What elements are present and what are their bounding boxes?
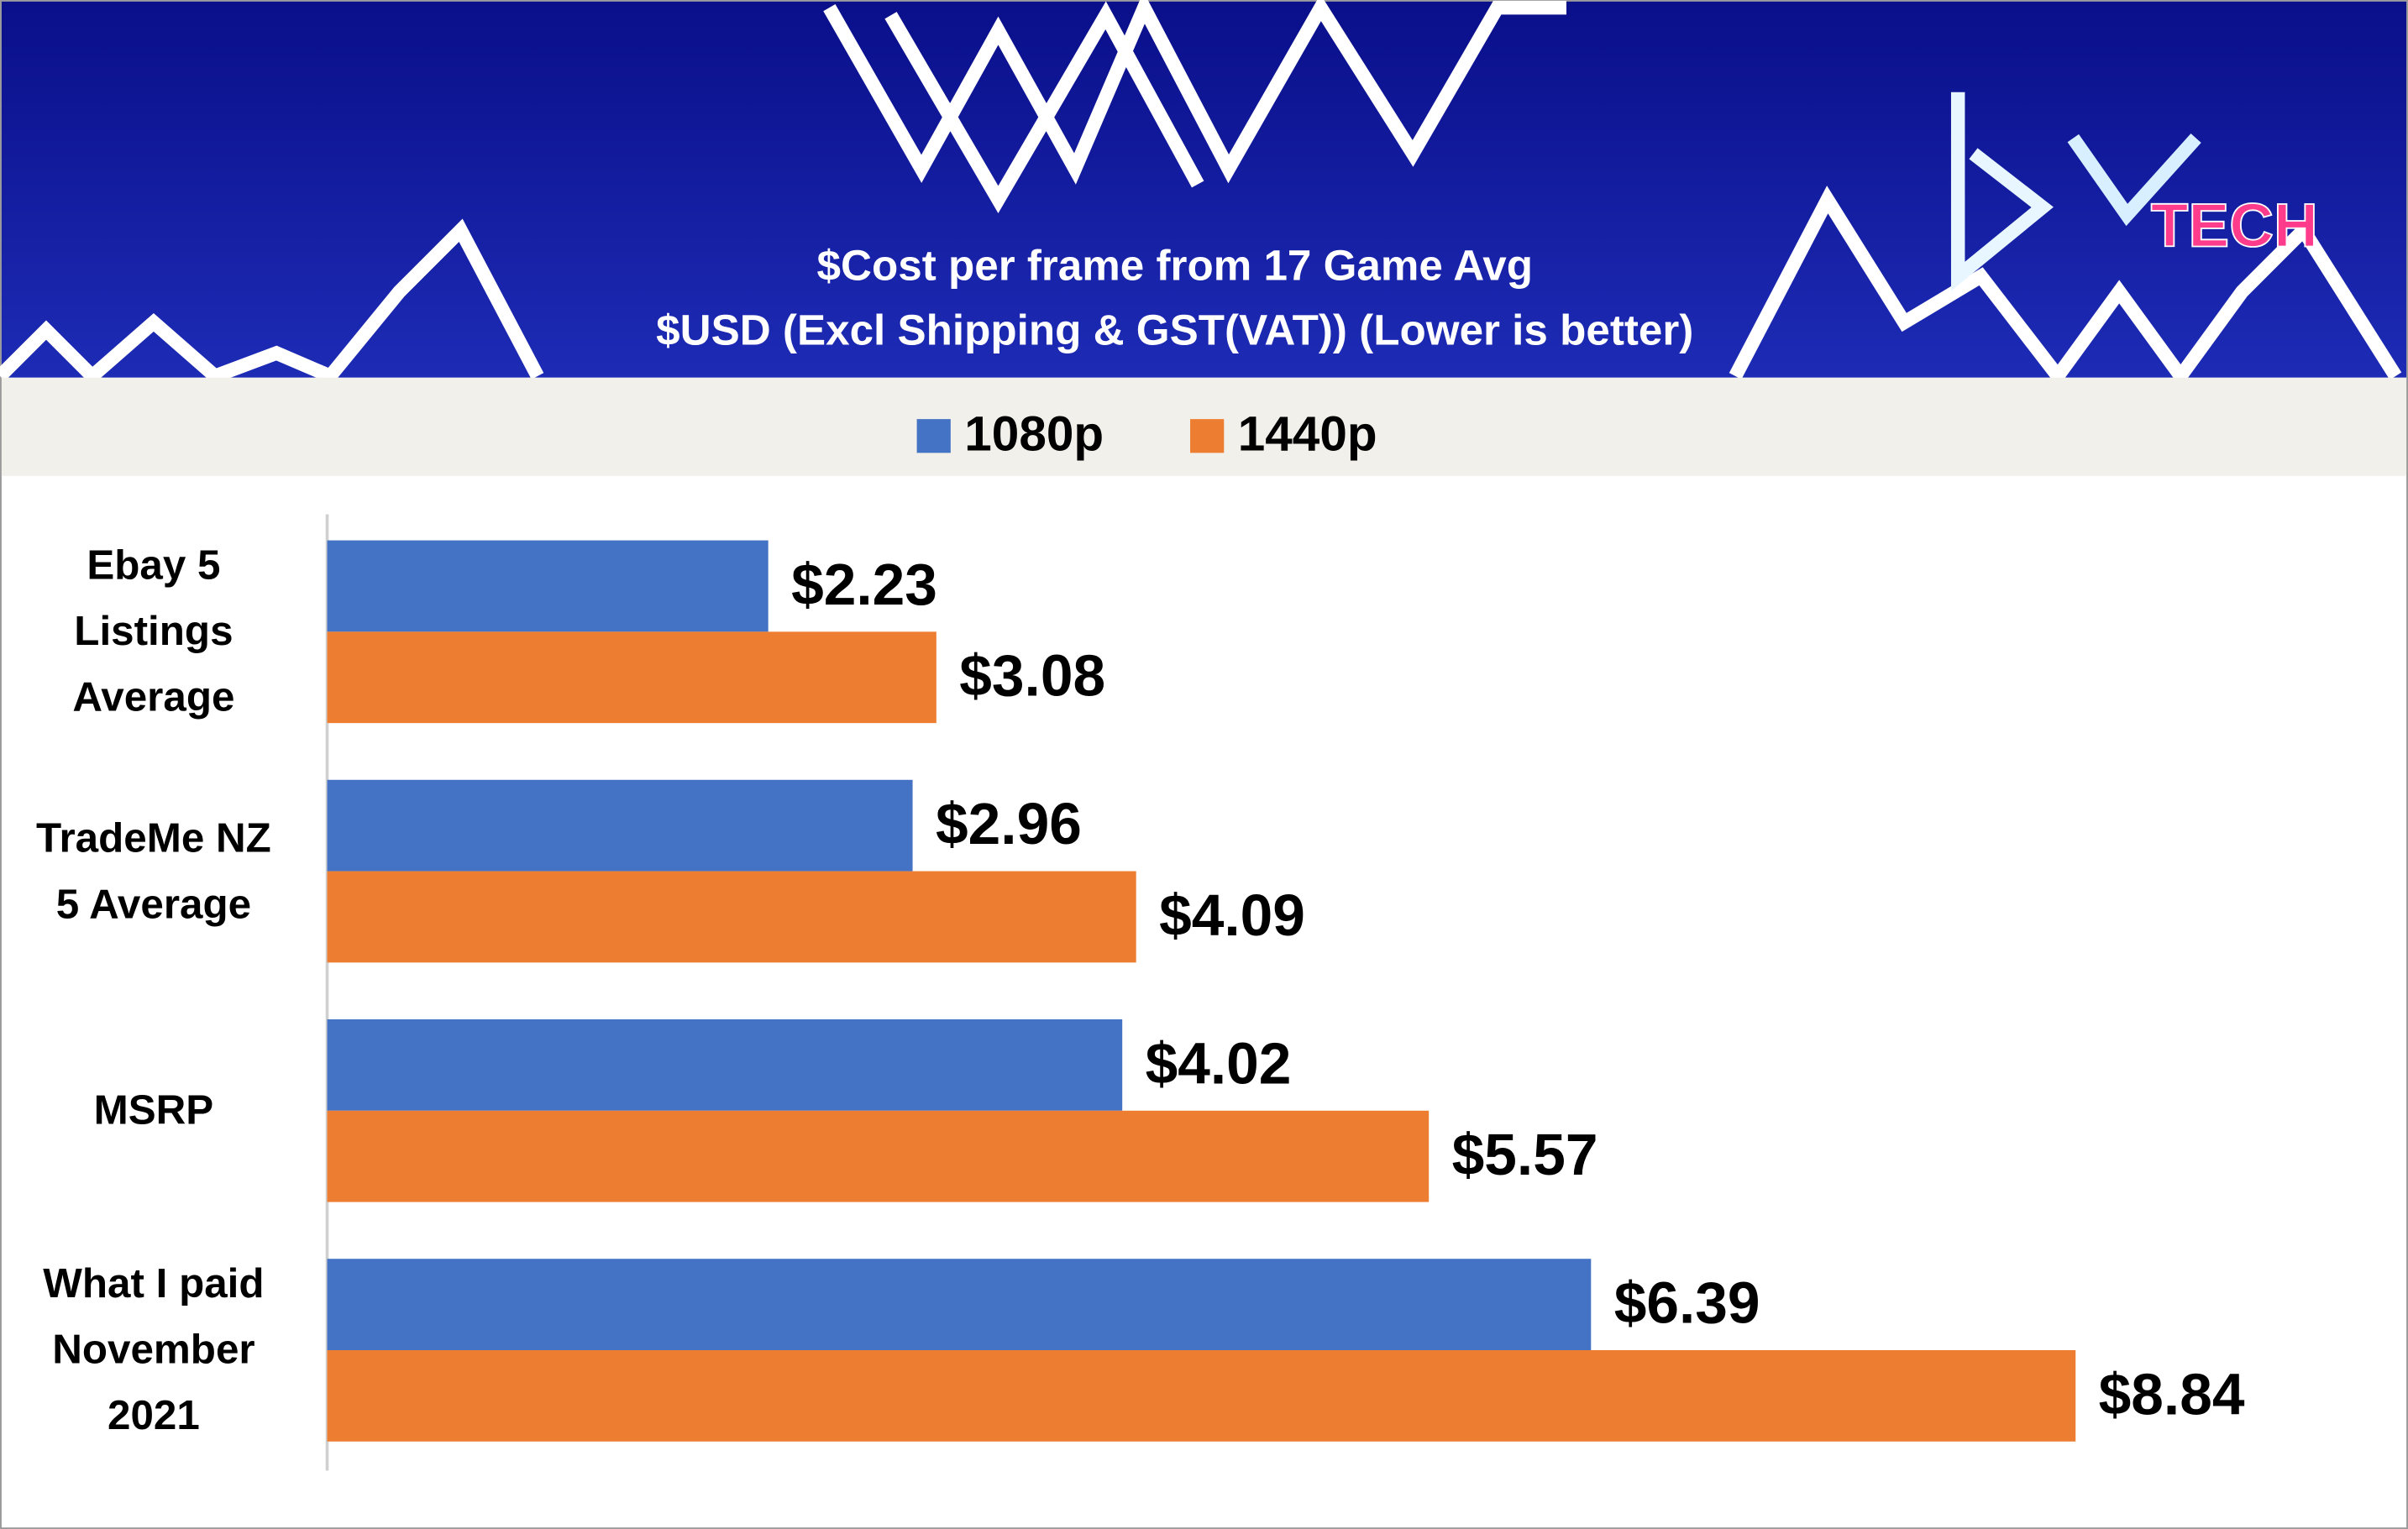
data-label: $2.96 [936,791,1082,856]
bar [327,779,913,872]
category-label: Ebay 5 Listings Average [72,542,244,720]
data-label: $2.23 [791,552,937,617]
bar [327,1259,1592,1351]
category-label-box: Ebay 5 Listings Average [72,542,244,720]
chart-title: $Cost per frame from 17 Game Avg [817,241,1533,289]
legend-label: 1080p [964,407,1104,462]
bar [327,1019,1123,1111]
data-label: $8.84 [2099,1361,2245,1427]
legend-swatch [1190,419,1225,453]
data-label: $6.39 [1614,1270,1760,1336]
bar [327,540,769,632]
legend-label: 1440p [1238,407,1377,462]
category-label: MSRP [93,1087,214,1134]
logo-text: TECH [2151,192,2318,260]
data-label: $4.02 [1146,1030,1292,1096]
bar [327,1110,1430,1202]
chart-subtitle: $USD (Excl Shipping & GST(VAT)) (Lower i… [656,306,1693,353]
legend-swatch [916,419,951,453]
category-label-box: TradeMe NZ 5 Average [36,814,271,927]
category-label: What I paid November 2021 [43,1260,276,1439]
category-label-box: What I paid November 2021 [43,1260,276,1439]
category-label-box: MSRP [93,1087,214,1134]
data-label: $5.57 [1452,1122,1598,1187]
header-decoration [0,0,2402,388]
logo: TECH [1950,92,2319,291]
bar [327,871,1136,963]
bar [327,1350,2076,1442]
data-label: $4.09 [1159,882,1305,948]
data-label: $3.08 [959,643,1105,709]
category-label: TradeMe NZ 5 Average [36,814,271,927]
bar [327,631,936,724]
